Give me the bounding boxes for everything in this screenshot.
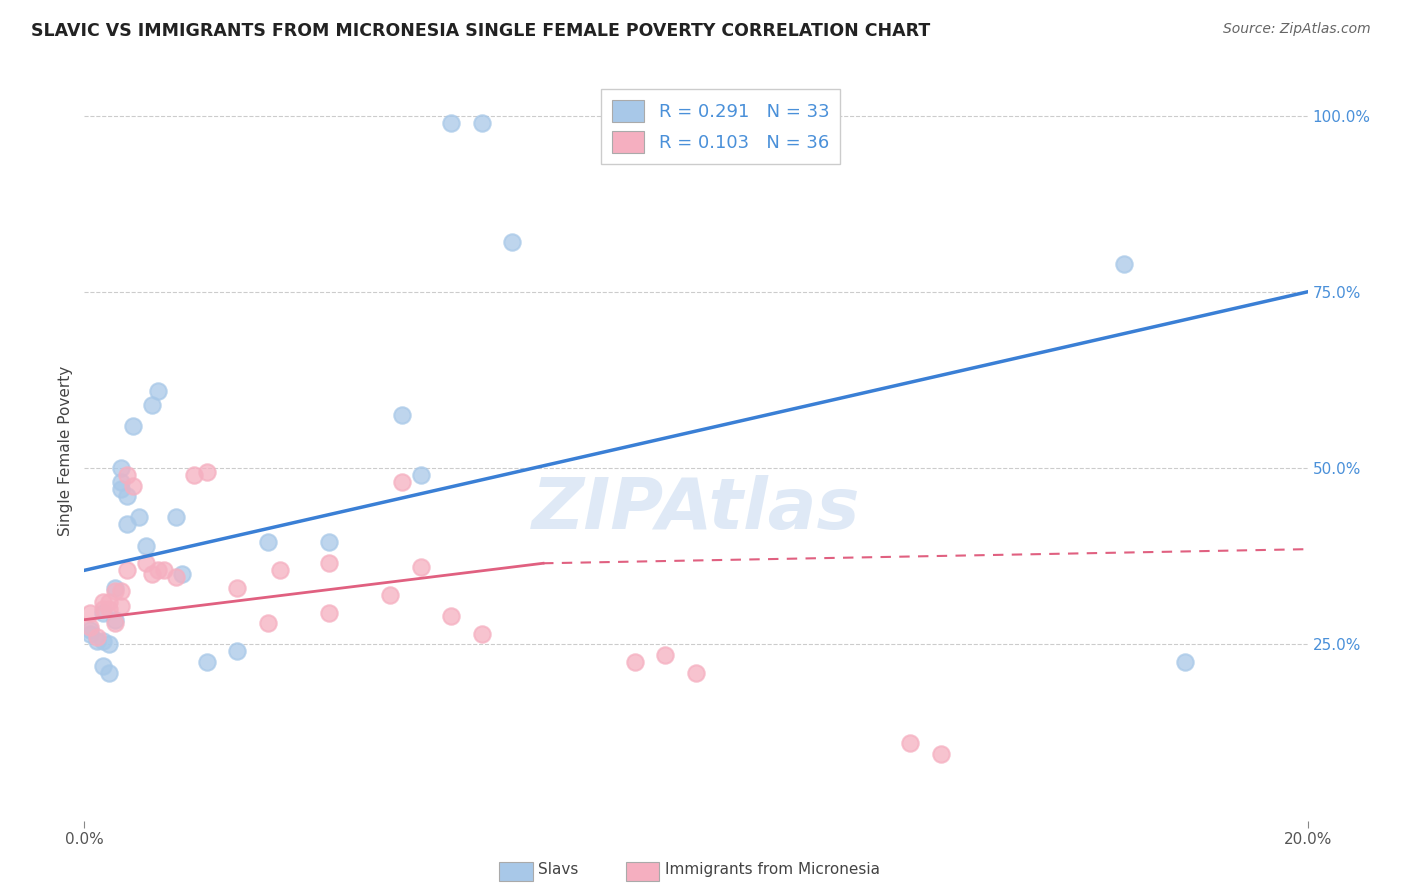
Point bbox=[115, 517, 138, 532]
Point bbox=[141, 398, 163, 412]
Point bbox=[471, 627, 494, 641]
Point bbox=[440, 115, 463, 129]
Point bbox=[110, 599, 132, 613]
Point bbox=[79, 624, 101, 638]
Point bbox=[79, 606, 101, 620]
Point bbox=[146, 384, 169, 398]
Point bbox=[380, 588, 402, 602]
Text: SLAVIC VS IMMIGRANTS FROM MICRONESIA SINGLE FEMALE POVERTY CORRELATION CHART: SLAVIC VS IMMIGRANTS FROM MICRONESIA SIN… bbox=[31, 22, 931, 40]
Point bbox=[79, 627, 101, 641]
Point bbox=[502, 235, 524, 250]
Point bbox=[165, 510, 187, 524]
Point bbox=[91, 595, 114, 609]
Point bbox=[128, 510, 150, 524]
Point bbox=[122, 418, 145, 433]
Point bbox=[97, 602, 120, 616]
Point bbox=[226, 644, 249, 658]
Point bbox=[318, 535, 340, 549]
Point bbox=[153, 563, 176, 577]
Point bbox=[97, 595, 120, 609]
Point bbox=[104, 616, 127, 631]
Point bbox=[624, 655, 647, 669]
Point bbox=[91, 658, 114, 673]
Point bbox=[165, 570, 187, 584]
Point bbox=[110, 482, 132, 496]
Text: Source: ZipAtlas.com: Source: ZipAtlas.com bbox=[1223, 22, 1371, 37]
Point bbox=[440, 609, 463, 624]
Point bbox=[146, 563, 169, 577]
Point bbox=[110, 461, 132, 475]
Point bbox=[97, 637, 120, 651]
Point bbox=[115, 468, 138, 483]
Point bbox=[135, 539, 157, 553]
Point bbox=[91, 633, 114, 648]
Text: Immigrants from Micronesia: Immigrants from Micronesia bbox=[665, 863, 880, 877]
Point bbox=[122, 479, 145, 493]
Legend: R = 0.291   N = 33, R = 0.103   N = 36: R = 0.291 N = 33, R = 0.103 N = 36 bbox=[600, 89, 841, 164]
Point bbox=[104, 584, 127, 599]
Text: Slavs: Slavs bbox=[538, 863, 579, 877]
Point bbox=[172, 566, 194, 581]
Point bbox=[391, 408, 413, 422]
Point bbox=[183, 468, 205, 483]
Point bbox=[226, 581, 249, 595]
Point bbox=[257, 616, 280, 631]
Point bbox=[685, 665, 707, 680]
Point bbox=[195, 465, 218, 479]
Point bbox=[115, 563, 138, 577]
Point bbox=[654, 648, 676, 662]
Point bbox=[409, 468, 432, 483]
Point bbox=[86, 633, 108, 648]
Point bbox=[195, 655, 218, 669]
Point bbox=[115, 489, 138, 503]
Point bbox=[91, 606, 114, 620]
Point bbox=[929, 747, 952, 761]
Point bbox=[104, 581, 127, 595]
Point bbox=[97, 665, 120, 680]
Point bbox=[86, 630, 108, 644]
Point bbox=[471, 115, 494, 129]
Point bbox=[104, 613, 127, 627]
Point bbox=[318, 606, 340, 620]
Y-axis label: Single Female Poverty: Single Female Poverty bbox=[58, 366, 73, 535]
Point bbox=[1114, 257, 1136, 271]
Point bbox=[898, 736, 921, 750]
Point bbox=[79, 620, 101, 634]
Point bbox=[257, 535, 280, 549]
Point bbox=[91, 602, 114, 616]
Point bbox=[141, 566, 163, 581]
Point bbox=[409, 559, 432, 574]
Point bbox=[135, 556, 157, 570]
Point bbox=[110, 475, 132, 490]
Text: ZIPAtlas: ZIPAtlas bbox=[531, 475, 860, 544]
Point bbox=[269, 563, 291, 577]
Point bbox=[391, 475, 413, 490]
Point bbox=[110, 584, 132, 599]
Point bbox=[318, 556, 340, 570]
Point bbox=[1174, 655, 1197, 669]
